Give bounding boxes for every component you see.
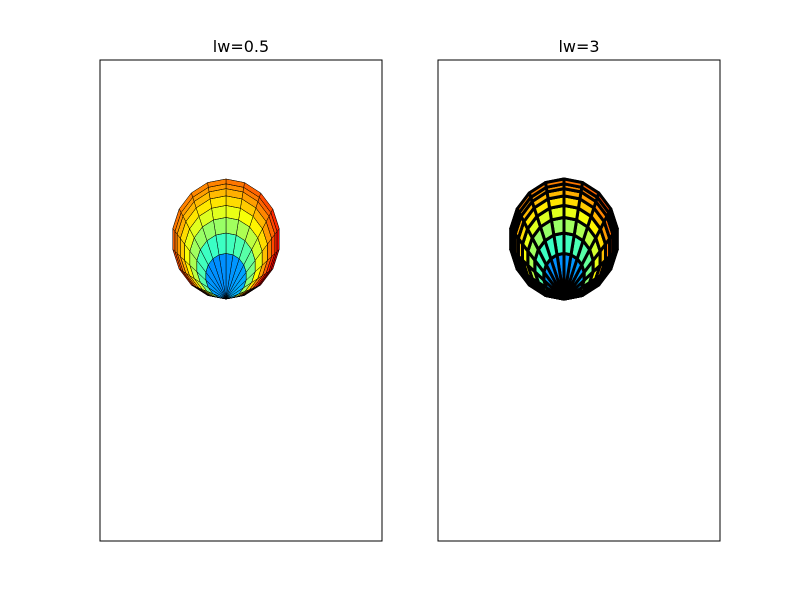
mesh-left xyxy=(172,178,280,300)
mesh-cell xyxy=(544,293,566,301)
axes-frame-right xyxy=(437,59,721,542)
mesh-cell xyxy=(207,295,227,300)
mesh-cell xyxy=(174,231,178,254)
mesh-cell xyxy=(172,228,176,252)
mesh-cell xyxy=(176,233,181,257)
axes-frame-left xyxy=(99,59,383,542)
mesh-cell xyxy=(225,217,239,236)
subplot-title-right: lw=3 xyxy=(558,37,599,56)
mesh-cell xyxy=(274,231,278,254)
subplot-right: lw=3 xyxy=(437,37,721,542)
mesh-cell xyxy=(562,231,576,257)
mesh-right xyxy=(509,177,619,301)
subplot-title-left: lw=0.5 xyxy=(213,37,269,56)
mesh-cell xyxy=(276,228,280,252)
subplot-left: lw=0.5 xyxy=(99,37,383,542)
